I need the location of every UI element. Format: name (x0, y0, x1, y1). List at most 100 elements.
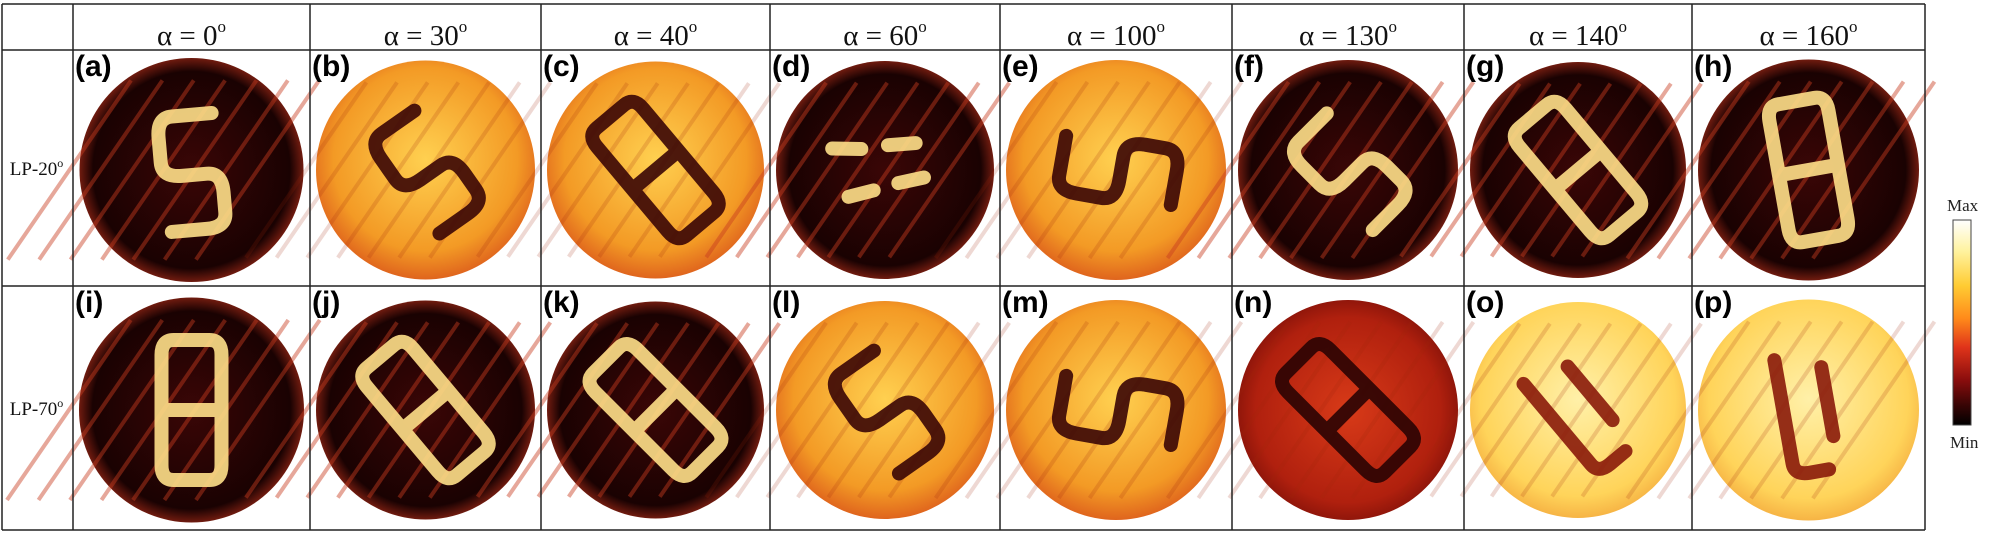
panel-label-g: (g) (1466, 50, 1505, 83)
colorbar (1952, 219, 1972, 426)
panel-pattern-g (1507, 94, 1649, 246)
panel-pattern-e (1051, 128, 1185, 213)
panel-stripe (1687, 320, 1813, 500)
panel-stripe (1087, 80, 1213, 260)
panel-stripe (475, 322, 599, 498)
panel-label-j: (j) (312, 286, 341, 319)
panel-stripe (1399, 322, 1522, 498)
panel-stripe (567, 82, 690, 258)
column-header: α = 0o (73, 4, 310, 52)
panel-pattern-k (582, 337, 729, 483)
panel-stripe (1625, 80, 1751, 260)
panel-stripe (933, 80, 1059, 260)
panel-pattern-j (355, 334, 496, 486)
colorbar-max-label: Max (1947, 196, 1979, 215)
panel-stripe (1459, 322, 1582, 498)
column-header: α = 30o (310, 4, 541, 52)
degree-symbol: o (1618, 17, 1628, 36)
degree-symbol: o (57, 396, 64, 410)
panel-stripe (244, 81, 369, 259)
column-header: α = 140o (1464, 4, 1692, 52)
degree-symbol: o (918, 17, 927, 36)
panel-pattern-o (1516, 359, 1633, 476)
column-header: α = 130o (1232, 4, 1464, 52)
panel-stripe (933, 320, 1059, 500)
panel-stripe (1258, 80, 1383, 260)
panel-stripe (1811, 80, 1937, 260)
panel-stripe (274, 81, 399, 259)
panel-stripe (336, 81, 460, 259)
panel-label-n: (n) (1234, 286, 1273, 319)
panel-stripe (1258, 320, 1383, 500)
column-header-angle: 160 (1805, 20, 1850, 52)
panel-pattern-n (1275, 337, 1421, 483)
panel-label-d: (d) (772, 50, 811, 83)
column-header-angle: 30 (429, 20, 459, 52)
panel-stripe (1026, 80, 1151, 260)
panel-label-b: (b) (312, 50, 351, 83)
panel-stripe (796, 321, 920, 499)
panel-pattern-c (585, 94, 726, 246)
panel-stripe (735, 81, 859, 259)
panel-stripe (964, 320, 1090, 500)
panel-stripe (1026, 320, 1151, 500)
column-header-text: α = (156, 20, 204, 52)
column-header-text: α = (1066, 20, 1114, 52)
panel-pattern-i (154, 333, 229, 487)
panel-stripe (5, 318, 133, 502)
panel-stripe (1749, 320, 1875, 500)
panel-stripe (1399, 82, 1522, 258)
panel-label-h: (h) (1694, 50, 1733, 83)
panel-stripe (1520, 322, 1643, 498)
panel-pattern-f (1287, 106, 1413, 238)
row-label: LP-70o (0, 396, 73, 421)
column-header-angle: 0 (203, 20, 218, 52)
panel-stripe (1687, 80, 1813, 260)
panel-stripe (1165, 320, 1291, 500)
panel-stripe (6, 79, 133, 261)
panel-stripe (1196, 80, 1322, 260)
row-label-text: LP-20 (9, 159, 58, 180)
panel-image-p (1698, 299, 1919, 521)
panel-stripe (1656, 80, 1782, 260)
panel-label-c: (c) (543, 50, 580, 83)
panel-stripe (1580, 82, 1703, 258)
panel-label-e: (e) (1002, 50, 1039, 83)
column-header-text: α = (843, 20, 890, 52)
column-header-angle: 130 (1345, 20, 1389, 52)
panel-pattern-m (1051, 368, 1185, 453)
column-header: α = 40o (541, 4, 770, 52)
panel-stripe (428, 321, 552, 499)
degree-symbol: o (458, 17, 468, 36)
panel-label-i: (i) (75, 286, 104, 319)
panel-label-o: (o) (1466, 286, 1505, 319)
row-label-text: LP-70 (9, 399, 58, 420)
column-header-text: α = (1528, 20, 1576, 52)
degree-symbol: o (1388, 17, 1398, 36)
panel-pattern-d (825, 136, 931, 204)
degree-symbol: o (1849, 17, 1858, 36)
panel-stripe (336, 321, 460, 499)
panel-stripe (658, 82, 781, 258)
panel-stripe (1087, 320, 1213, 500)
degree-symbol: o (688, 17, 698, 36)
panel-image-o (1470, 302, 1686, 518)
panel-label-a: (a) (75, 50, 112, 83)
column-header-angle: 60 (889, 20, 919, 52)
panel-stripe (704, 321, 828, 499)
panel-stripe (887, 81, 1011, 259)
panel-label-p: (p) (1694, 286, 1733, 319)
panel-stripe (1625, 320, 1751, 500)
panel-stripe (475, 82, 599, 258)
panel-stripe (857, 81, 981, 259)
column-header: α = 160o (1692, 4, 1925, 52)
column-header-angle: 140 (1575, 20, 1619, 52)
panel-stripe (1489, 82, 1613, 258)
column-header-text: α = (383, 20, 430, 52)
panel-stripe (964, 80, 1090, 260)
panel-pattern-a (151, 106, 233, 239)
row-label: LP-20o (0, 156, 73, 181)
panel-label-m: (m) (1002, 286, 1049, 319)
